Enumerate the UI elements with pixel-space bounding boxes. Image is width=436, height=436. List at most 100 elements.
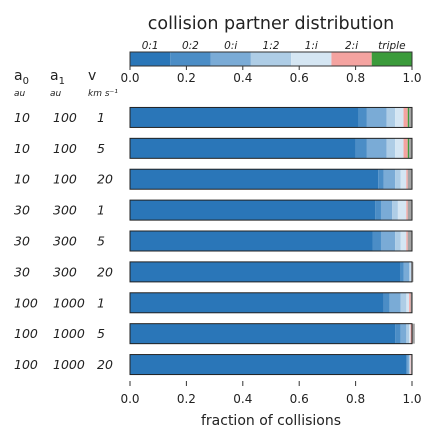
column-unit-2: km s⁻¹ [88, 89, 118, 99]
bar-segment-r4-s0 [130, 231, 373, 251]
bar-segment-r6-s0 [130, 292, 384, 313]
legend-swatch-5 [331, 52, 372, 66]
chart-title: collision partner distribution [148, 14, 395, 34]
bar-segment-r4-s4 [400, 231, 407, 251]
bar-segment-r2-s3 [395, 169, 401, 190]
row-label-a0-8: 100 [14, 357, 38, 372]
bar-segment-r1-s4 [395, 138, 404, 159]
bar-segment-r7-s4 [409, 323, 411, 344]
bar-segment-r5-s3 [409, 261, 411, 282]
bottom-tick-label-3: 0.6 [290, 392, 309, 406]
row-label-v-4: 5 [97, 234, 105, 249]
bar-segment-r0-s6 [407, 107, 410, 128]
bar-segment-r6-s1 [383, 292, 390, 313]
bar-segment-r3-s4 [397, 200, 407, 221]
bar-segment-r2-s2 [383, 169, 396, 190]
bar-segment-r8-s1 [406, 354, 408, 375]
row-label-a0-4: 30 [14, 234, 30, 249]
legend-swatch-4 [291, 52, 332, 66]
bar-segment-r8-s4 [410, 354, 411, 375]
bar-segment-r7-s0 [130, 323, 396, 344]
bottom-tick-label-4: 0.8 [346, 392, 365, 406]
row-label-v-8: 20 [97, 357, 113, 372]
bar-segment-r7-s3 [406, 323, 410, 344]
row-label-a1-4: 300 [53, 234, 77, 249]
bar-outline-7 [129, 323, 413, 345]
bar-segment-r1-s0 [130, 138, 356, 159]
legend-label-5: 2:i [345, 40, 358, 52]
bar-segment-r6-s5 [409, 292, 411, 313]
bar-outline-5 [129, 261, 413, 283]
bar-outline-1 [129, 137, 413, 159]
bar-segment-r8-s3 [409, 354, 411, 375]
top-tick-label-3: 0.6 [290, 71, 309, 85]
legend-label-1: 0:2 [182, 40, 199, 52]
row-label-a1-3: 300 [53, 203, 77, 218]
legend-label-4: 1:i [305, 40, 318, 52]
row-label-a1-2: 100 [53, 172, 77, 187]
legend-label-2: 0:i [224, 40, 237, 52]
column-header-sub-0: 0 [23, 76, 29, 87]
row-label-a0-5: 30 [14, 264, 30, 279]
row-label-a1-5: 300 [53, 264, 77, 279]
bottom-tick-label-2: 0.4 [233, 392, 252, 406]
column-headers: a0 au a1 au v km s⁻¹ [14, 68, 118, 99]
row-label-v-1: 5 [97, 141, 105, 156]
legend-swatch-0 [130, 52, 171, 66]
bar-segment-r3-s5 [406, 200, 408, 221]
bar-segment-r0-s7 [409, 107, 412, 128]
bottom-tick-label-5: 1.0 [402, 392, 421, 406]
bar-segment-r1-s3 [386, 138, 396, 159]
bar-segment-r4-s2 [380, 231, 396, 251]
bar-segment-r5-s1 [400, 261, 404, 282]
bar-segment-r6-s2 [389, 292, 401, 313]
bar-segment-r2-s1 [378, 169, 384, 190]
bar-segment-r4-s7 [407, 231, 412, 251]
column-header-0: a0 [14, 68, 29, 87]
legend-label-0: 0:1 [142, 40, 159, 52]
bar-segment-r3-s2 [380, 200, 393, 221]
bar-segment-r3-s0 [130, 200, 376, 221]
bar-outline-6 [129, 292, 413, 314]
bar-segment-r4-s1 [372, 231, 381, 251]
bar-segment-r0-s0 [130, 107, 359, 128]
bar-segment-r1-s7 [409, 138, 412, 159]
bar-segment-r3-s1 [375, 200, 381, 221]
bar-segment-r8-s2 [407, 354, 410, 375]
row-labels: 10 100 1 10 100 5 10 100 20 30 300 1 30 300 5 30 300 20 10… [14, 110, 113, 372]
top-tick-label-2: 0.4 [233, 71, 252, 85]
bar-segment-r1-s5 [403, 138, 408, 159]
bar-segment-r0-s1 [358, 107, 367, 128]
top-tick-label-5: 1.0 [402, 71, 421, 85]
row-label-a1-8: 1000 [53, 357, 85, 372]
column-header-2: v [88, 68, 96, 84]
column-unit-0: au [14, 89, 26, 99]
legend-swatch-3 [250, 52, 292, 66]
legend-label-6: triple [378, 40, 405, 52]
bar-segment-r6-s4 [406, 292, 410, 313]
bar-segment-r2-s0 [130, 169, 379, 190]
bar-segment-r2-s5 [406, 169, 408, 190]
top-tick-label-0: 0.0 [120, 71, 139, 85]
bar-segment-r8-s5 [410, 354, 412, 375]
row-label-a0-0: 10 [14, 110, 30, 125]
bottom-axis: 0.0 0.2 0.4 0.6 0.8 1.0 [120, 381, 422, 406]
bar-segment-r0-s3 [386, 107, 396, 128]
bar-segment-r2-s7 [407, 169, 412, 190]
plot-area [129, 106, 415, 376]
column-header-1: a1 [50, 68, 65, 87]
row-label-a0-6: 100 [14, 295, 38, 310]
row-label-a1-1: 100 [53, 141, 77, 156]
bar-segment-r1-s1 [355, 138, 367, 159]
legend-swatch-1 [170, 52, 211, 66]
bar-outline-8 [129, 354, 413, 376]
bottom-tick-label-1: 0.2 [177, 392, 196, 406]
row-label-v-3: 1 [97, 203, 105, 218]
row-label-a1-0: 100 [53, 110, 77, 125]
legend-swatch-2 [210, 52, 251, 66]
row-label-v-2: 20 [97, 172, 113, 187]
bar-segment-r7-s2 [400, 323, 407, 344]
x-axis-label: fraction of collisions [201, 413, 341, 429]
bar-outline-3 [129, 199, 413, 221]
